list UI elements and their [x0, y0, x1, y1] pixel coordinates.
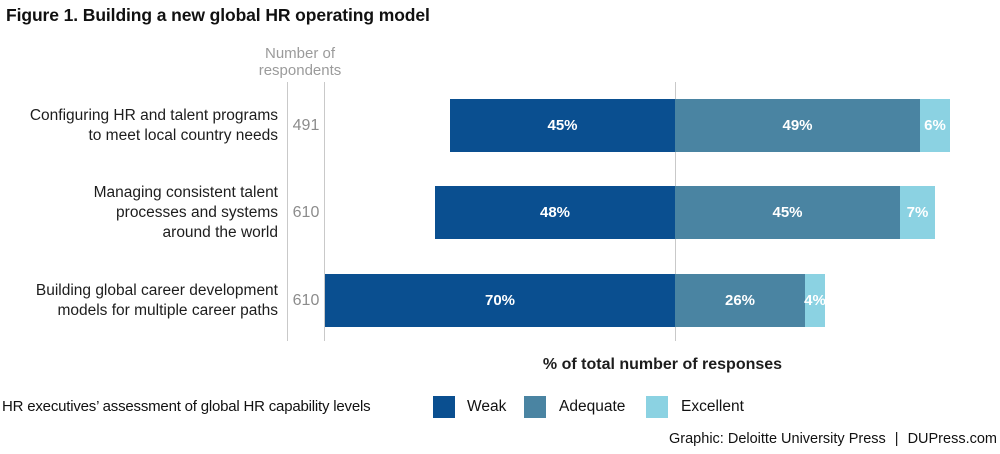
category-label: Managing consistent talent processes and… — [93, 183, 278, 241]
segment-value-label: 7% — [906, 204, 929, 221]
segment-value-label: 48% — [539, 204, 571, 221]
bar-row: Managing consistent talent processes and… — [0, 183, 1000, 241]
respondents-axis-title: Number of respondents — [258, 45, 342, 79]
bar-segment-weak: 48% — [435, 186, 675, 239]
gridline-respondents-right — [324, 82, 325, 341]
legend-label-weak: Weak — [467, 398, 507, 415]
segment-value-label: 45% — [772, 204, 803, 221]
segment-value-label: 4% — [804, 292, 826, 309]
credit-text: Graphic: Deloitte University Press — [669, 431, 886, 447]
bar-segment-weak: 45% — [450, 99, 675, 152]
segment-value-label: 45% — [547, 117, 578, 134]
gridline-respondents-left — [287, 82, 288, 341]
respondent-count: 491 — [292, 116, 320, 134]
category-label: Building global career development model… — [35, 281, 278, 319]
legend: HR executives’ assessment of global HR c… — [0, 394, 1000, 422]
segment-value-label: 26% — [724, 292, 756, 309]
segment-value-label: 49% — [782, 117, 813, 134]
credit-separator: | — [894, 431, 899, 447]
legend-swatch-adequate — [524, 396, 546, 418]
figure-title: Figure 1. Building a new global HR opera… — [6, 5, 430, 25]
bar-segment-excellent: 4% — [804, 274, 826, 327]
legend-swatch-excellent — [646, 396, 668, 418]
legend-swatch-weak — [433, 396, 455, 418]
bar-row: Building global career development model… — [0, 274, 1000, 327]
bar-segment-adequate: 26% — [675, 274, 805, 327]
respondent-count: 610 — [292, 203, 320, 221]
segment-value-label: 70% — [484, 292, 516, 309]
bar-segment-adequate: 49% — [675, 99, 920, 152]
category-label: Configuring HR and talent programs to me… — [29, 106, 278, 144]
bar-segment-excellent: 6% — [920, 99, 950, 152]
segment-value-label: 6% — [924, 117, 946, 134]
bar-segment-weak: 70% — [325, 274, 675, 327]
bar-row: Configuring HR and talent programs to me… — [0, 99, 1000, 152]
footer-credit: Graphic: Deloitte University Press | DUP… — [669, 431, 997, 447]
x-axis-title: % of total number of responses — [542, 356, 783, 373]
legend-label-adequate: Adequate — [559, 398, 626, 415]
site-name: DUPress.com — [907, 431, 997, 447]
bar-segment-adequate: 45% — [675, 186, 900, 239]
stacked-bar: 48% 45% 7% — [435, 186, 935, 239]
respondent-count: 610 — [292, 291, 320, 309]
stacked-bar: 70% 26% 4% — [325, 274, 826, 327]
stacked-bar: 45% 49% 6% — [450, 99, 950, 152]
bar-segment-excellent: 7% — [900, 186, 935, 239]
legend-label-excellent: Excellent — [681, 398, 744, 415]
legend-title: HR executives’ assessment of global HR c… — [2, 398, 371, 415]
